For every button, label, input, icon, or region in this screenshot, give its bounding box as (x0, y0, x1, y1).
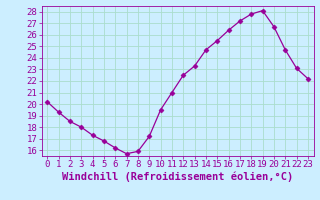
X-axis label: Windchill (Refroidissement éolien,°C): Windchill (Refroidissement éolien,°C) (62, 172, 293, 182)
